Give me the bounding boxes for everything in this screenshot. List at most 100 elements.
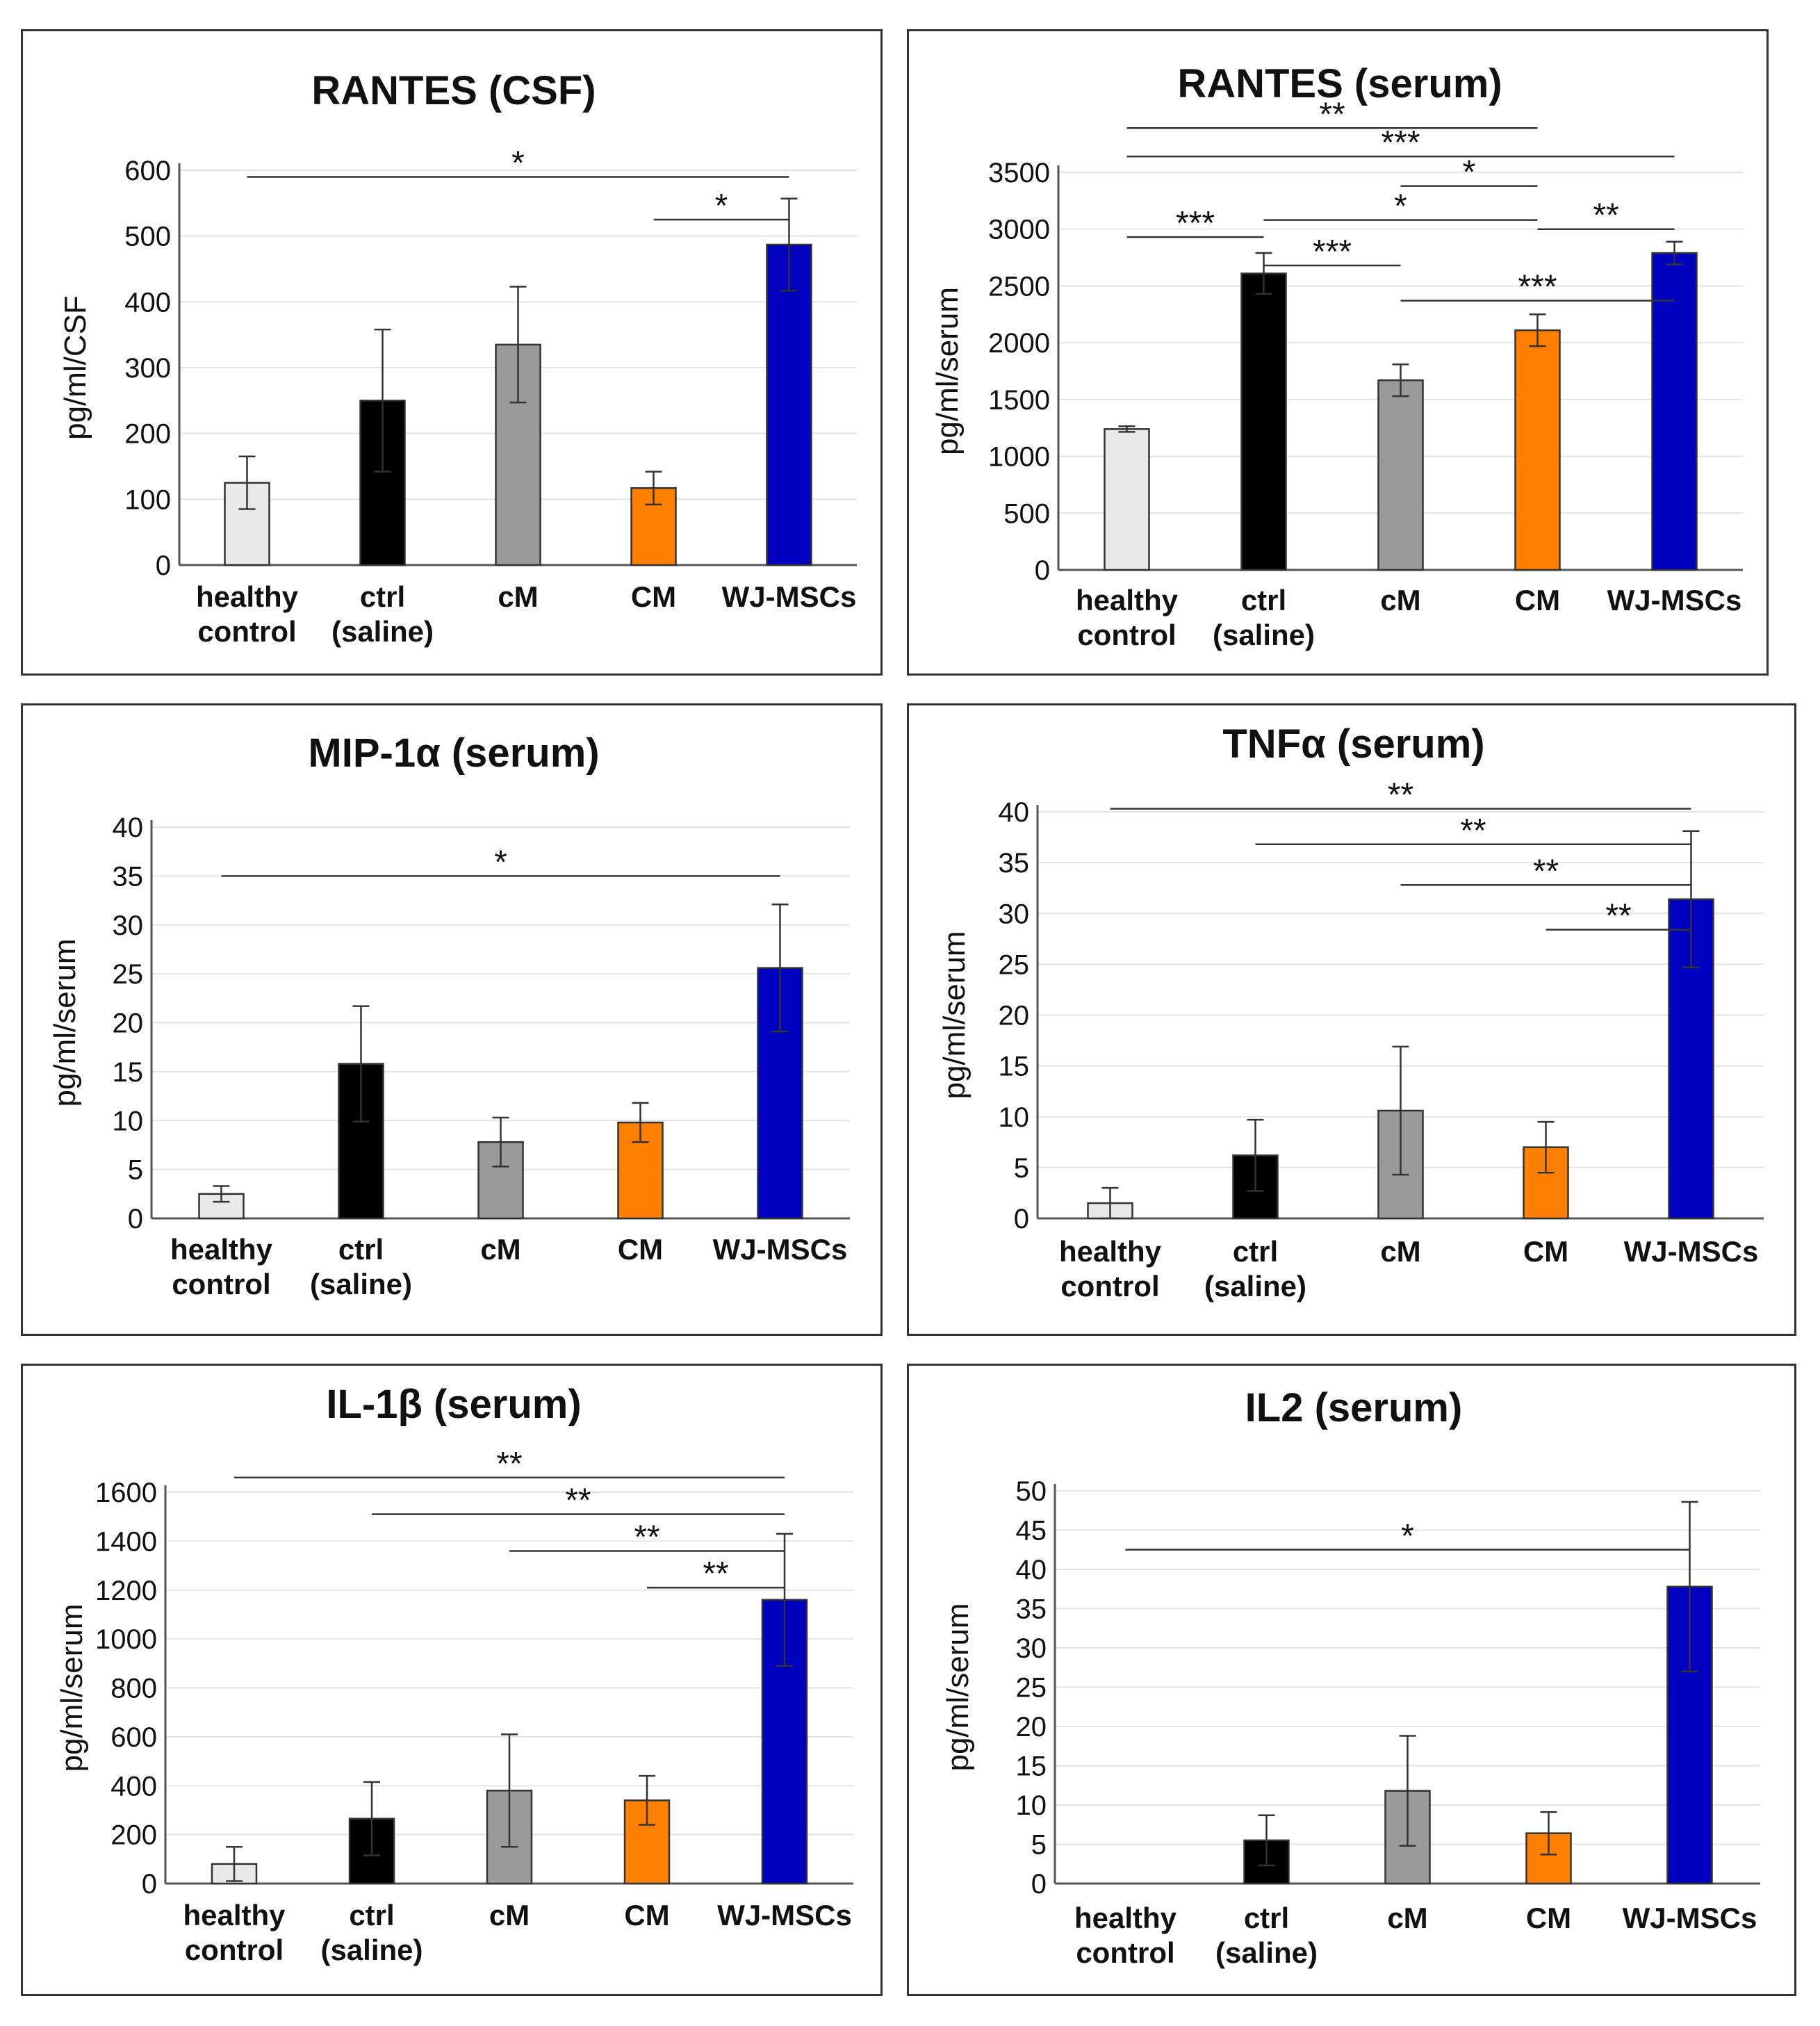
category-label-line: cM (1387, 1902, 1427, 1934)
y-axis-label: pg/ml/serum (931, 287, 965, 455)
y-tick-label: 30 (999, 899, 1030, 929)
y-tick-label: 20 (113, 1008, 144, 1039)
category-label-line: ctrl (360, 580, 405, 613)
significance-label: ** (703, 1555, 728, 1592)
significance-label: ** (1533, 853, 1559, 890)
category-label: healthy control (170, 1233, 273, 1300)
error-bar (1392, 363, 1409, 398)
category-label: cM (1387, 1902, 1427, 1934)
error-bar (501, 1733, 518, 1848)
y-tick-label: 3000 (988, 215, 1050, 245)
category-label: ctrl (saline) (1204, 1235, 1306, 1302)
y-tick-label: 50 (1016, 1476, 1047, 1507)
bar (1523, 1146, 1569, 1220)
y-tick-label: 0 (1014, 1204, 1029, 1234)
category-label-line: WJ-MSCs (1607, 584, 1742, 616)
chart-title: RANTES (CSF) (311, 68, 596, 113)
y-tick-label: 40 (1016, 1555, 1047, 1585)
bar (1377, 379, 1424, 571)
significance-label: *** (1176, 205, 1215, 242)
category-label-line: cM (1380, 1235, 1420, 1268)
category-label: CM (1523, 1235, 1568, 1268)
y-tick-label: 400 (124, 287, 171, 318)
error-bar (1681, 1501, 1698, 1673)
category-label-line: healthy (1059, 1235, 1162, 1268)
y-tick-label: 35 (1016, 1594, 1047, 1625)
category-label: ctrl (saline) (1215, 1902, 1318, 1969)
category-label-line: WJ-MSCs (722, 580, 857, 613)
y-axis-label: pg/ml/serum (55, 1603, 89, 1772)
error-bar (771, 903, 789, 1033)
category-label-line: (saline) (1204, 1270, 1306, 1302)
category-label-line: control (1077, 619, 1176, 651)
y-tick-label: 20 (1016, 1712, 1047, 1742)
y-axis-label: pg/ml/CSF (58, 295, 92, 440)
error-bar (1540, 1811, 1557, 1856)
y-tick-label: 200 (110, 1820, 157, 1851)
category-label-line: (saline) (320, 1934, 423, 1966)
chart-svg: RANTES (serum) 0 500 1000 1500 2000 2500 3000 35… (931, 61, 1743, 651)
error-bar (1255, 252, 1272, 295)
category-label: CM (618, 1233, 663, 1266)
category-label: CM (624, 1899, 669, 1931)
error-bar (1537, 1120, 1555, 1174)
significance-label: *** (1518, 269, 1557, 306)
bar (623, 1799, 671, 1885)
significance-label: * (1401, 1518, 1414, 1555)
y-tick-label: 600 (124, 156, 171, 186)
error-bar (352, 1005, 370, 1122)
y-tick-label: 10 (113, 1106, 144, 1136)
category-label-line: CM (624, 1899, 669, 1931)
error-bar (776, 1533, 793, 1667)
category-label: healthy control (183, 1899, 286, 1966)
category-label-line: CM (1523, 1235, 1568, 1268)
y-tick-label: 40 (999, 797, 1030, 828)
significance-label: * (511, 145, 525, 181)
category-label: WJ-MSCs (722, 580, 857, 613)
chart-svg: RANTES (CSF) 0 100 200 300 400 500 600 pg/ml/CSF… (58, 68, 857, 648)
y-tick-label: 25 (113, 959, 144, 990)
y-tick-label: 800 (110, 1674, 157, 1704)
y-tick-label: 1200 (95, 1576, 157, 1606)
panel-rantes-csf: RANTES (CSF) 0 100 200 300 400 500 600 pg/ml/CSF… (21, 29, 883, 676)
y-tick-label: 15 (1016, 1751, 1047, 1782)
category-label-line: WJ-MSCs (713, 1233, 848, 1266)
category-label: ctrl (saline) (310, 1233, 412, 1300)
y-tick-label: 10 (1016, 1790, 1047, 1821)
y-axis-label: pg/ml/serum (941, 1603, 975, 1771)
y-tick-label: 0 (128, 1204, 143, 1234)
category-label-line: WJ-MSCs (1624, 1235, 1759, 1268)
category-label-line: (saline) (310, 1268, 412, 1300)
error-bar (645, 471, 662, 506)
error-bar (374, 328, 391, 473)
error-bar (509, 286, 527, 404)
category-label-line: ctrl (1244, 1902, 1289, 1934)
significance-label: ** (634, 1519, 659, 1555)
y-tick-label: 1000 (988, 442, 1050, 473)
category-label-line: control (1060, 1270, 1159, 1302)
significance-label: * (1394, 188, 1407, 225)
error-bar (780, 197, 798, 292)
y-tick-label: 500 (124, 222, 171, 252)
panel-rantes-serum: RANTES (serum) 0 500 1000 1500 2000 2500 3000 35… (907, 29, 1769, 676)
y-tick-label: 15 (999, 1052, 1030, 1082)
panel-mip1a-serum: MIP-1α (serum) 0 5 10 15 20 25 30 35 40 pg/ml/seru… (21, 703, 883, 1336)
error-bar (213, 1185, 230, 1203)
category-label-line: CM (1515, 584, 1560, 616)
category-label-line: WJ-MSCs (1623, 1902, 1757, 1934)
category-label-line: control (172, 1268, 270, 1300)
error-bar (1392, 1045, 1409, 1176)
significance-label: ** (496, 1446, 522, 1482)
error-bar (226, 1845, 243, 1882)
y-tick-label: 5 (1031, 1830, 1047, 1861)
y-tick-label: 3500 (988, 158, 1050, 188)
bar (766, 243, 812, 566)
error-bar (632, 1102, 649, 1143)
significance-label: ** (565, 1482, 591, 1519)
y-tick-label: 0 (1035, 555, 1050, 586)
y-tick-label: 100 (124, 484, 171, 515)
category-label-line: ctrl (349, 1899, 394, 1931)
panel-il1b-serum: IL-1β (serum) 0 200 400 600 800 1000 1200 1400 16… (21, 1364, 883, 1996)
category-label: CM (1515, 584, 1560, 616)
category-label: ctrl (saline) (331, 580, 434, 648)
